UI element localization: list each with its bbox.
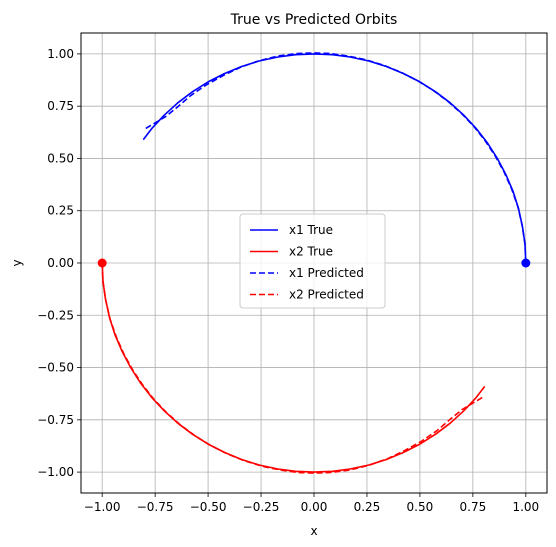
y-tick-label: 0.75	[47, 99, 74, 113]
x-tick-label: 0.00	[301, 500, 328, 514]
x-axis-ticks: −1.00 −0.75 −0.50 −0.25 0.00 0.25 0.50 0.75 1.00	[84, 493, 539, 514]
y-tick-label: 0.25	[47, 204, 74, 218]
legend-label-x2-true: x2 True	[289, 245, 333, 259]
legend-label-x1-predicted: x1 Predicted	[289, 266, 364, 280]
series-group	[101, 52, 527, 474]
y-tick-label: −1.00	[37, 465, 74, 479]
y-tick-label: 0.50	[47, 151, 74, 165]
legend-box	[239, 213, 386, 309]
series-line-x1-predicted	[144, 52, 527, 264]
legend-label-x2-predicted: x2 Predicted	[289, 288, 364, 302]
x-tick-label: −0.75	[137, 500, 174, 514]
start-point-marker	[97, 258, 107, 268]
start-markers	[97, 258, 531, 268]
y-tick-label: −0.50	[37, 361, 74, 375]
y-tick-label: −0.75	[37, 413, 74, 427]
x-tick-label: 0.50	[407, 500, 434, 514]
x-tick-label: 1.00	[512, 500, 539, 514]
legend: x1 True x2 True x1 Predicted x2 Predicted	[239, 213, 386, 309]
series-line-x2-predicted	[101, 262, 484, 474]
y-tick-label: 0.00	[47, 256, 74, 270]
x-tick-label: −0.50	[190, 500, 227, 514]
y-tick-label: 1.00	[47, 47, 74, 61]
y-tick-label: −0.25	[37, 308, 74, 322]
x-tick-label: −1.00	[84, 500, 121, 514]
legend-label-x1-true: x1 True	[289, 223, 333, 237]
chart-title: True vs Predicted Orbits	[230, 12, 398, 28]
y-axis-label: y	[10, 259, 24, 266]
x-axis-label: x	[310, 524, 317, 538]
y-axis-ticks: −1.00 −0.75 −0.50 −0.25 0.00 0.25 0.50 0.75 1.00	[37, 47, 81, 479]
x-tick-label: 0.75	[460, 500, 487, 514]
start-point-marker	[521, 258, 531, 268]
x-tick-label: 0.25	[354, 500, 381, 514]
x-tick-label: −0.25	[243, 500, 280, 514]
